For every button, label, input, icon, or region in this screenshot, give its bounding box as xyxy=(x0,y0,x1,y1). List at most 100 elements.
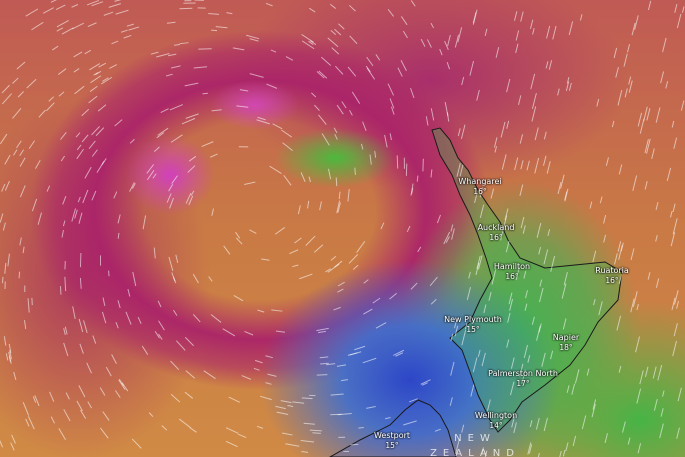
wind-streak xyxy=(545,61,549,69)
wind-streak xyxy=(505,240,510,253)
wind-streak xyxy=(184,336,194,347)
wind-streak xyxy=(170,65,181,69)
wind-streak xyxy=(71,208,77,222)
city-label-new-plymouth[interactable]: New Plymouth 15° xyxy=(444,315,502,335)
wind-streak xyxy=(84,166,92,179)
wind-streak xyxy=(349,35,358,45)
wind-streak xyxy=(27,416,35,430)
city-name: New Plymouth xyxy=(444,315,502,324)
wind-streak xyxy=(673,137,678,149)
wind-streak xyxy=(249,38,259,42)
wind-streak xyxy=(178,418,191,428)
wind-streak xyxy=(188,155,197,162)
wind-streak xyxy=(426,39,432,48)
wind-streak xyxy=(72,22,84,30)
wind-streak xyxy=(546,25,551,39)
wind-streak xyxy=(477,349,481,357)
wind-streak xyxy=(78,212,83,224)
city-label-wellington[interactable]: Wellington 14° xyxy=(475,411,517,431)
wind-streak xyxy=(366,67,376,80)
wind-streak xyxy=(651,148,655,159)
wind-streak xyxy=(538,247,542,255)
city-name: Whangarei xyxy=(458,177,502,186)
wind-streak xyxy=(543,131,547,140)
wind-streak xyxy=(12,107,22,119)
city-label-westport[interactable]: Westport 15° xyxy=(374,431,410,451)
wind-streak xyxy=(319,201,322,211)
wind-streak xyxy=(244,330,254,336)
wind-streak xyxy=(109,64,118,69)
wind-streak xyxy=(523,344,528,359)
city-temperature: 17° xyxy=(516,379,530,388)
wind-streak xyxy=(294,237,302,244)
wind-streak xyxy=(313,244,324,253)
city-label-napier[interactable]: Napier 18° xyxy=(553,333,579,353)
wind-streak xyxy=(114,0,122,2)
wind-streak xyxy=(366,406,376,409)
wind-streak xyxy=(546,161,551,174)
wind-streak xyxy=(175,254,179,263)
wind-streak xyxy=(507,312,511,323)
city-label-ruatoria[interactable]: Ruatoria 16° xyxy=(595,266,629,286)
wind-streak xyxy=(500,224,505,241)
wind-streak xyxy=(655,234,658,242)
wind-streak xyxy=(12,149,18,156)
wind-streak xyxy=(472,12,477,24)
wind-streak xyxy=(79,343,84,354)
wind-streak xyxy=(330,29,337,36)
wind-streak xyxy=(115,9,129,15)
wind-streak xyxy=(525,290,528,299)
wind-streak xyxy=(297,205,301,215)
wind-streak xyxy=(362,121,367,132)
wind-streak xyxy=(389,98,395,109)
wind-streak xyxy=(276,411,289,415)
wind-streak xyxy=(483,304,487,314)
wind-streak xyxy=(154,330,160,339)
wind-streak xyxy=(535,417,540,430)
wind-streak xyxy=(356,241,366,253)
wind-streak xyxy=(548,60,553,70)
city-label-auckland[interactable]: Auckland 16° xyxy=(478,223,515,243)
wind-streak xyxy=(550,256,556,272)
wind-streak xyxy=(543,155,547,166)
wind-streak xyxy=(320,362,329,365)
wind-streak xyxy=(534,157,540,174)
wind-streak xyxy=(91,126,100,136)
wind-streak xyxy=(223,245,231,255)
wind-streak xyxy=(102,77,109,82)
wind-streak xyxy=(406,225,411,233)
wind-streak xyxy=(564,191,568,200)
wind-streak xyxy=(639,370,644,385)
wind-streak xyxy=(232,47,245,51)
wind-streak xyxy=(671,297,676,311)
wind-streak xyxy=(0,213,4,223)
wind-streak xyxy=(341,379,349,382)
wind-streak xyxy=(530,73,536,90)
wind-streak xyxy=(536,325,541,341)
wind-streak xyxy=(65,392,70,400)
wind-streak xyxy=(534,127,539,141)
wind-streak xyxy=(46,185,51,192)
wind-streak xyxy=(655,201,659,210)
wind-streak xyxy=(508,292,513,305)
wind-streak xyxy=(327,168,332,180)
wind-streak xyxy=(46,102,55,112)
wind-streak xyxy=(672,203,676,213)
city-label-whangarei[interactable]: Whangarei 16° xyxy=(458,177,501,197)
wind-streak xyxy=(416,175,419,182)
wind-streak xyxy=(76,144,82,151)
wind-streak xyxy=(59,286,62,295)
wind-streak xyxy=(118,379,126,390)
wind-streak xyxy=(111,354,117,364)
wind-streak xyxy=(479,204,485,219)
wind-streak xyxy=(123,34,132,39)
wind-streak xyxy=(5,353,9,361)
wind-streak xyxy=(486,399,491,412)
wind-streak xyxy=(630,248,635,261)
city-label-hamilton[interactable]: Hamilton 16° xyxy=(494,262,530,282)
city-label-palmerston-north[interactable]: Palmerston North 17° xyxy=(488,369,558,389)
wind-streak xyxy=(129,138,135,144)
wind-streak xyxy=(484,28,488,36)
wind-streak xyxy=(142,215,147,230)
